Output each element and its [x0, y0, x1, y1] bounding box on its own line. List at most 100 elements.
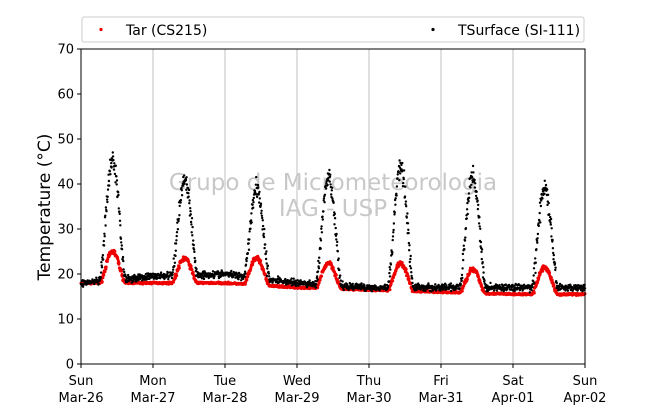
- point-tsurface: [328, 168, 331, 172]
- point-tsurface: [81, 285, 85, 288]
- point-tsurface: [246, 252, 249, 255]
- point-tsurface: [463, 248, 466, 251]
- point-tar: [336, 278, 339, 281]
- point-tsurface: [532, 280, 535, 283]
- point-tsurface: [558, 285, 561, 288]
- point-tsurface: [173, 261, 177, 264]
- point-tsurface: [397, 170, 400, 173]
- point-tsurface: [581, 290, 584, 293]
- series-tar: [79, 248, 587, 297]
- legend-label-tar: Tar (CS215): [125, 23, 207, 39]
- y-tick-label: 10: [57, 313, 74, 328]
- point-tsurface: [555, 280, 558, 283]
- point-tsurface: [265, 250, 268, 253]
- point-tsurface: [260, 212, 263, 215]
- y-axis-label: Temperature (°C): [35, 134, 55, 282]
- point-tsurface: [252, 201, 255, 204]
- point-tsurface: [93, 282, 96, 285]
- point-tsurface: [552, 253, 555, 257]
- point-tsurface: [391, 235, 395, 238]
- point-tsurface: [424, 289, 427, 293]
- point-tsurface: [399, 172, 402, 175]
- point-tsurface: [192, 239, 195, 242]
- y-tick-label: 20: [57, 268, 74, 283]
- point-tsurface: [192, 243, 195, 247]
- point-tsurface: [320, 225, 323, 228]
- point-tar: [101, 276, 105, 280]
- point-tsurface: [243, 270, 247, 273]
- point-tsurface: [171, 268, 175, 271]
- point-tar: [334, 273, 338, 277]
- point-tsurface: [308, 279, 311, 282]
- point-tsurface: [250, 221, 253, 224]
- point-tsurface: [265, 274, 269, 278]
- point-tar: [331, 266, 335, 270]
- point-tsurface: [408, 244, 411, 247]
- point-tsurface: [472, 171, 475, 174]
- point-tsurface: [252, 206, 255, 209]
- point-tsurface: [191, 225, 194, 229]
- point-tsurface: [449, 282, 453, 285]
- point-tsurface: [187, 188, 191, 192]
- point-tsurface: [117, 207, 121, 210]
- point-tsurface: [104, 214, 107, 217]
- point-tsurface: [265, 262, 268, 265]
- point-tsurface: [99, 276, 103, 279]
- point-tsurface: [118, 210, 121, 213]
- point-tsurface: [106, 195, 109, 198]
- legend: Tar (CS215) TSurface (SI-111): [81, 16, 585, 43]
- point-tsurface: [255, 175, 258, 179]
- point-tsurface: [254, 183, 258, 186]
- point-tar: [320, 274, 324, 278]
- point-tsurface: [393, 211, 396, 214]
- point-tsurface: [492, 289, 496, 292]
- point-tsurface: [415, 288, 418, 292]
- x-tick-label-day: Sun: [573, 374, 598, 389]
- point-tsurface: [363, 284, 366, 287]
- x-tick-label-date: Mar-30: [347, 391, 392, 406]
- point-tsurface: [190, 217, 194, 220]
- point-tar: [532, 291, 536, 295]
- point-tsurface: [331, 197, 334, 200]
- point-tsurface: [337, 257, 340, 260]
- point-tsurface: [100, 266, 104, 269]
- point-tsurface: [260, 214, 264, 217]
- y-tick-label: 40: [57, 178, 74, 193]
- point-tsurface: [319, 239, 323, 242]
- point-tar: [404, 267, 408, 271]
- x-tick-label-date: Apr-02: [564, 391, 607, 406]
- point-tsurface: [335, 232, 338, 236]
- point-tsurface: [118, 212, 121, 216]
- point-tsurface: [251, 203, 254, 206]
- point-tsurface: [320, 231, 324, 234]
- point-tsurface: [462, 244, 465, 247]
- point-tsurface: [102, 244, 106, 247]
- point-tar: [549, 276, 553, 280]
- point-tsurface: [470, 171, 473, 174]
- point-tsurface: [180, 186, 183, 190]
- point-tsurface: [338, 268, 341, 272]
- point-tsurface: [302, 283, 305, 286]
- point-tsurface: [543, 192, 546, 195]
- point-tsurface: [99, 271, 103, 274]
- point-tar: [407, 277, 411, 281]
- point-tsurface: [231, 275, 235, 279]
- point-tsurface: [409, 267, 413, 270]
- point-tsurface: [489, 281, 492, 285]
- point-tar: [259, 259, 263, 263]
- y-tick-label: 0: [66, 358, 74, 373]
- point-tsurface: [480, 250, 483, 254]
- point-tsurface: [341, 280, 344, 283]
- point-tsurface: [255, 195, 259, 199]
- point-tsurface: [259, 202, 263, 205]
- point-tsurface: [330, 189, 333, 192]
- point-tsurface: [395, 185, 399, 188]
- point-tsurface: [149, 272, 153, 276]
- point-tsurface: [180, 194, 184, 197]
- point-tsurface: [189, 220, 193, 224]
- point-tsurface: [549, 217, 553, 221]
- point-tsurface: [462, 258, 465, 262]
- point-tsurface: [167, 277, 170, 281]
- point-tsurface: [184, 178, 188, 182]
